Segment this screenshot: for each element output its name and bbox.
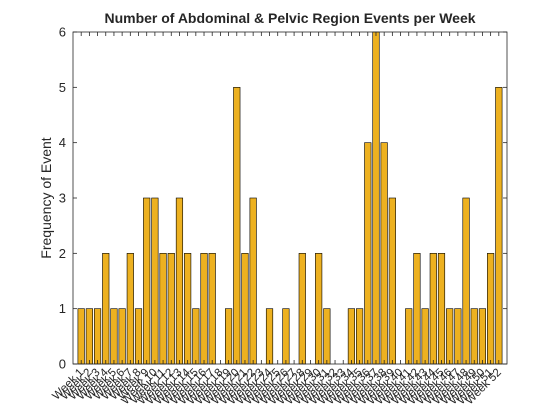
bar-week-44 [429, 253, 437, 365]
bar-week-9 [143, 197, 151, 365]
bar-week-13 [175, 197, 184, 365]
chart-title: Number of Abdominal & Pelvic Region Even… [104, 10, 475, 26]
bar-week-17 [208, 253, 216, 365]
bar-week-26 [282, 308, 290, 365]
y-tick-label-2: 2 [59, 246, 66, 261]
bar-week-34 [347, 308, 355, 365]
bar-week-7 [126, 253, 134, 365]
bar-week-46 [446, 308, 454, 365]
bar-week-37 [372, 31, 380, 365]
bar-week-1 [77, 308, 85, 365]
bar-week-42 [413, 253, 421, 365]
bar-week-39 [388, 197, 396, 365]
bar-week-2 [85, 308, 93, 365]
y-tick-label-3: 3 [59, 191, 66, 206]
bar-week-45 [437, 253, 446, 365]
y-tick-label-5: 5 [59, 80, 66, 95]
bar-week-21 [241, 253, 249, 365]
bar-week-12 [167, 253, 175, 365]
bar-week-14 [184, 253, 192, 365]
bar-week-49 [470, 308, 478, 365]
bar-week-51 [487, 253, 495, 365]
bar-week-24 [265, 308, 274, 365]
bar-week-38 [380, 142, 388, 365]
bar-week-20 [233, 87, 241, 365]
bar-week-5 [110, 308, 118, 365]
y-axis-label: Frequency of Event [38, 137, 54, 259]
y-axis: 0 1 2 3 4 5 6 [59, 25, 507, 372]
bar-week-19 [225, 308, 233, 365]
y-tick-label-6: 6 [59, 25, 66, 40]
y-tick-label-4: 4 [59, 135, 66, 150]
bar-week-36 [364, 142, 372, 365]
bar-week-47 [454, 308, 462, 365]
bar-week-11 [159, 253, 167, 365]
bar-week-3 [93, 308, 102, 365]
bar-week-31 [323, 308, 331, 365]
bar-week-43 [421, 308, 429, 365]
bar-week-30 [315, 253, 323, 365]
bar-week-6 [118, 308, 126, 365]
y-tick-label-0: 0 [59, 357, 66, 372]
bar-week-15 [192, 308, 200, 365]
bar-week-41 [405, 308, 413, 365]
bar-week-48 [462, 197, 470, 365]
y-tick-label-1: 1 [59, 301, 66, 316]
bar-week-52 [495, 87, 503, 365]
bar-week-35 [356, 308, 364, 365]
bar-week-28 [298, 253, 306, 365]
bar-week-22 [249, 197, 257, 365]
bar-week-16 [200, 253, 208, 365]
bars-group [77, 31, 503, 365]
bar-week-8 [134, 308, 143, 365]
bar-week-50 [478, 308, 487, 365]
bar-week-10 [151, 197, 159, 365]
bar-week-4 [102, 253, 110, 365]
